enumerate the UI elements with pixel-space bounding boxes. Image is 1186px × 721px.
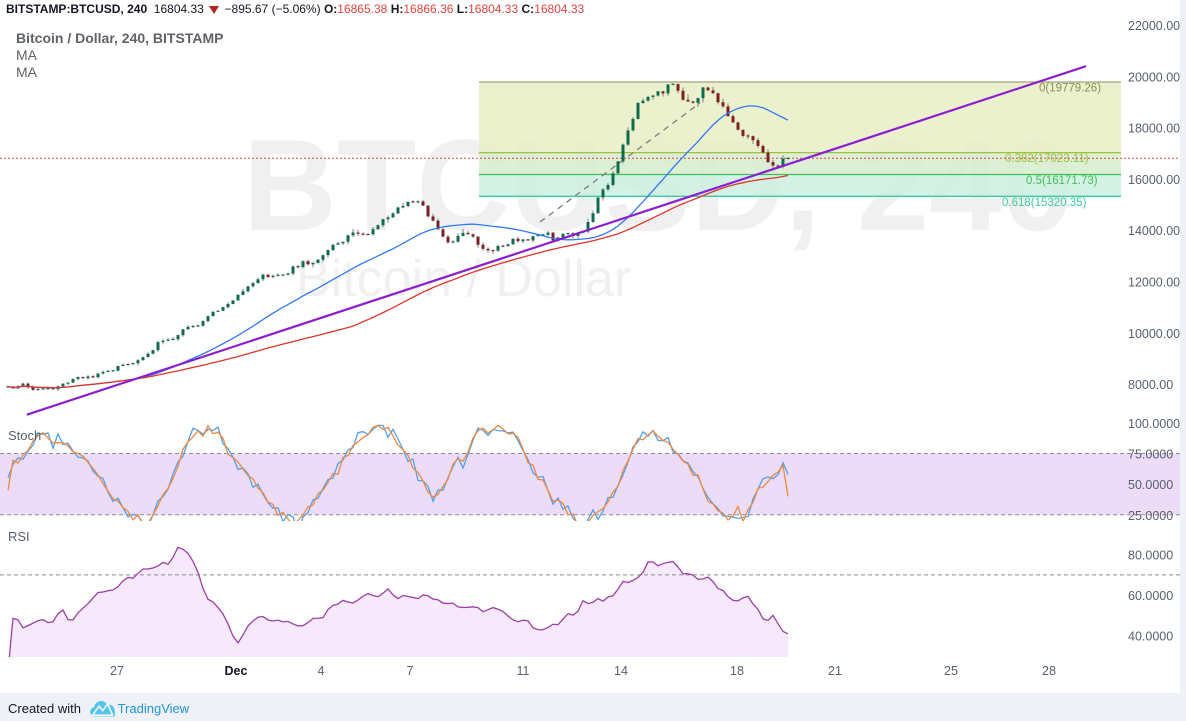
svg-text:18: 18 <box>730 664 744 678</box>
svg-text:Stoch: Stoch <box>8 428 41 443</box>
svg-text:25.0000: 25.0000 <box>1128 509 1173 523</box>
svg-text:0.618(15320.35): 0.618(15320.35) <box>1002 197 1087 209</box>
svg-text:60.0000: 60.0000 <box>1128 589 1173 603</box>
svg-text:25: 25 <box>944 664 958 678</box>
svg-text:28: 28 <box>1042 664 1056 678</box>
svg-text:14: 14 <box>614 664 628 678</box>
svg-text:11: 11 <box>517 664 530 678</box>
svg-text:RSI: RSI <box>8 529 30 544</box>
svg-text:8000.00: 8000.00 <box>1128 378 1173 392</box>
svg-text:Bitcoin / Dollar: Bitcoin / Dollar <box>296 250 631 308</box>
svg-text:Dec: Dec <box>225 664 248 678</box>
svg-text:27: 27 <box>110 664 124 678</box>
svg-text:14000.00: 14000.00 <box>1128 224 1180 238</box>
svg-text:20000.00: 20000.00 <box>1128 70 1180 84</box>
svg-text:0.5(16171.73): 0.5(16171.73) <box>1026 175 1098 187</box>
svg-text:18000.00: 18000.00 <box>1128 122 1180 136</box>
svg-text:0(19779.26): 0(19779.26) <box>1039 82 1101 94</box>
svg-text:40.0000: 40.0000 <box>1128 630 1173 644</box>
svg-text:10000.00: 10000.00 <box>1128 327 1180 341</box>
svg-text:12000.00: 12000.00 <box>1128 276 1180 290</box>
svg-text:50.0000: 50.0000 <box>1128 478 1173 492</box>
svg-text:21: 21 <box>828 664 842 678</box>
svg-text:7: 7 <box>407 664 414 678</box>
svg-text:0.382(17023.11): 0.382(17023.11) <box>1005 153 1089 165</box>
svg-text:16000.00: 16000.00 <box>1128 173 1180 187</box>
svg-text:22000.00: 22000.00 <box>1128 19 1180 33</box>
svg-text:80.0000: 80.0000 <box>1128 549 1173 563</box>
svg-text:100.0000: 100.0000 <box>1128 417 1180 431</box>
svg-text:4: 4 <box>318 664 325 678</box>
svg-text:75.0000: 75.0000 <box>1128 448 1173 462</box>
